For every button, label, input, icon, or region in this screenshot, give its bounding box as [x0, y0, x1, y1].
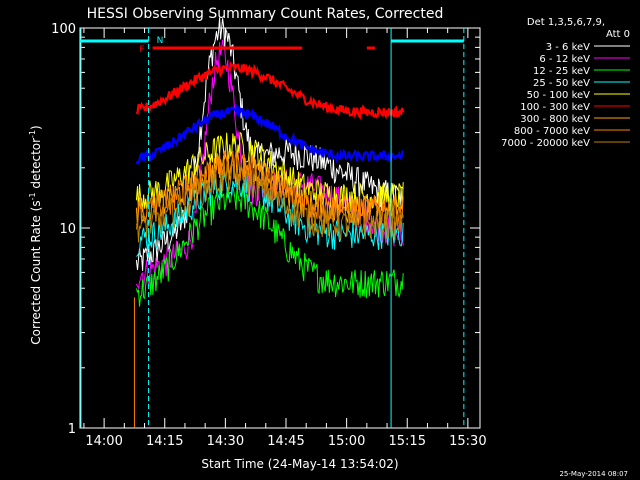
- legend-entry-label: 100 - 300 keV: [520, 102, 590, 113]
- series-line: [135, 150, 404, 227]
- y-tick-label: 1: [68, 422, 76, 437]
- x-tick-label: 15:00: [328, 434, 365, 449]
- series-line: [135, 17, 404, 271]
- x-tick-label: 15:15: [389, 434, 426, 449]
- legend-entry-label: 800 - 7000 keV: [514, 126, 590, 137]
- y-tick-label: 10: [59, 222, 76, 237]
- y-label-end: ): [29, 125, 43, 130]
- series-line: [135, 163, 404, 243]
- legend-entry-label: 6 - 12 keV: [539, 54, 590, 65]
- legend-header-line2: Att 0: [606, 29, 630, 40]
- date-stamp: 25-May-2014 08:07: [559, 470, 628, 478]
- legend-header-line1: Det 1,3,5,6,7,9,: [527, 17, 605, 28]
- x-tick-label: 15:30: [449, 434, 486, 449]
- legend-entry-label: 300 - 800 keV: [520, 114, 590, 125]
- legend-entry-label: 7000 - 20000 keV: [501, 138, 590, 149]
- legend-entry-label: 50 - 100 keV: [527, 90, 591, 101]
- y-label-sup1: -1: [28, 192, 37, 200]
- x-tick-label: 14:45: [267, 434, 304, 449]
- series-line: [136, 171, 404, 257]
- x-tick-label: 14:15: [146, 434, 183, 449]
- x-tick-label: 14:30: [207, 434, 244, 449]
- y-label-main: Corrected Count Rate (s: [29, 200, 43, 344]
- flare-flag-label: F: [139, 45, 144, 55]
- y-label-sup2: -1: [28, 130, 37, 138]
- night-flag-label: N: [157, 36, 164, 46]
- y-axis-label: Corrected Count Rate (s-1 detector-1): [28, 125, 43, 344]
- legend-entry-label: 3 - 6 keV: [546, 42, 590, 53]
- series-line: [135, 61, 405, 120]
- x-tick-label: 14:00: [85, 434, 122, 449]
- x-axis-label: Start Time (24-May-14 13:54:02): [201, 457, 398, 471]
- legend-entry-label: 12 - 25 keV: [533, 66, 590, 77]
- chart-title: HESSI Observing Summary Count Rates, Cor…: [87, 6, 444, 22]
- legend-entry-label: 25 - 50 keV: [533, 78, 590, 89]
- plot-area: 1 10 100 14:00 14:15 14:30 14:45 15:00 15:15 15:3…: [51, 17, 487, 449]
- series-line: [135, 185, 404, 307]
- y-tick-label: 100: [51, 22, 76, 37]
- y-label-mid: detector: [29, 138, 43, 193]
- series-line: [135, 103, 404, 165]
